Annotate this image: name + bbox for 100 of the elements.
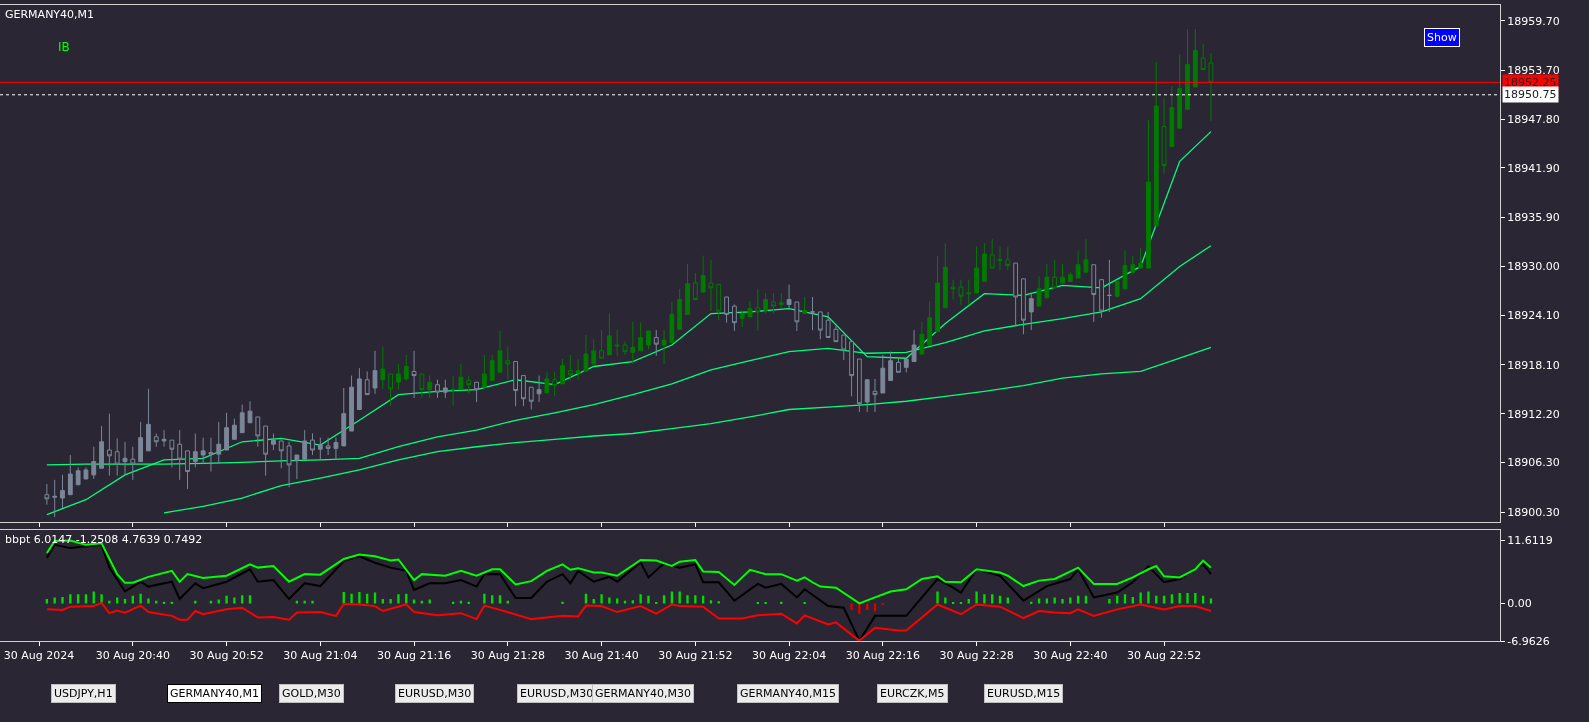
y-tick-label: 18941.90 bbox=[1507, 161, 1560, 175]
candlestick bbox=[724, 296, 729, 324]
candlestick bbox=[450, 375, 456, 406]
candlestick bbox=[521, 375, 526, 407]
bar bbox=[975, 591, 978, 604]
annotation: IB bbox=[58, 40, 70, 54]
y-tick-label: 18918.10 bbox=[1507, 358, 1560, 372]
candlestick bbox=[286, 441, 292, 488]
candlestick bbox=[138, 421, 144, 463]
candlestick bbox=[536, 375, 542, 403]
candlestick bbox=[91, 446, 97, 480]
candlestick bbox=[614, 329, 620, 357]
candlestick bbox=[739, 309, 745, 328]
candlestick bbox=[942, 242, 948, 309]
candlestick bbox=[864, 379, 870, 413]
candlestick bbox=[1021, 278, 1026, 335]
candlestick bbox=[216, 421, 222, 464]
candlestick bbox=[1106, 259, 1112, 313]
candlestick bbox=[130, 446, 136, 481]
candlestick bbox=[560, 358, 565, 385]
candlestick bbox=[810, 296, 815, 331]
candlestick bbox=[802, 296, 808, 315]
candlestick bbox=[544, 371, 550, 394]
bar bbox=[483, 593, 486, 604]
text: EURUSD,M30 bbox=[398, 687, 472, 700]
candlestick bbox=[661, 329, 667, 365]
line-series bbox=[45, 543, 1212, 642]
candlestick bbox=[731, 303, 737, 332]
candlestick bbox=[935, 255, 940, 333]
text: GERMANY40,M30 bbox=[595, 687, 692, 700]
candlestick bbox=[474, 381, 479, 403]
candlestick bbox=[1005, 246, 1011, 271]
candlestick bbox=[786, 284, 792, 310]
x-tick-label: 30 Aug 21:52 bbox=[658, 649, 733, 663]
bar bbox=[764, 601, 767, 604]
candlestick bbox=[528, 386, 534, 411]
candlestick bbox=[192, 433, 198, 468]
x-tick-label: 30 Aug 21:16 bbox=[376, 649, 452, 663]
candlestick bbox=[271, 433, 276, 451]
candlestick bbox=[1153, 61, 1159, 227]
candlestick bbox=[52, 479, 58, 518]
candlestick bbox=[950, 279, 956, 301]
candlestick bbox=[122, 441, 128, 476]
candlestick bbox=[599, 329, 604, 359]
candlestick bbox=[1013, 262, 1019, 327]
bar bbox=[850, 603, 853, 610]
candlestick bbox=[161, 429, 167, 448]
candlestick bbox=[685, 263, 690, 315]
line-series bbox=[163, 346, 1212, 514]
candlestick bbox=[669, 301, 675, 344]
candlestick bbox=[630, 321, 636, 365]
candlestick bbox=[325, 437, 331, 456]
chart-title: GERMANY40,M1 bbox=[5, 8, 95, 21]
candlestick bbox=[966, 279, 972, 306]
candlestick bbox=[677, 288, 683, 330]
bar bbox=[873, 603, 877, 612]
bar bbox=[108, 600, 111, 604]
x-tick-label: 30 Aug 22:28 bbox=[939, 649, 1014, 663]
candlestick bbox=[1099, 279, 1104, 319]
y-tick-label: 18935.90 bbox=[1507, 211, 1560, 225]
candlestick bbox=[169, 439, 175, 468]
candlestick bbox=[403, 354, 409, 382]
candlestick bbox=[513, 361, 519, 407]
candlestick bbox=[388, 373, 394, 407]
candlestick bbox=[427, 375, 433, 399]
candlestick bbox=[380, 346, 386, 390]
candlestick bbox=[481, 354, 487, 388]
candlestick bbox=[896, 358, 901, 373]
bar bbox=[639, 594, 642, 604]
text: GERMANY40,M15 bbox=[740, 687, 837, 700]
candlestick bbox=[114, 437, 120, 477]
x-tick-label: 30 Aug 21:28 bbox=[470, 649, 545, 663]
candlestick bbox=[1122, 250, 1128, 290]
candlestick bbox=[849, 341, 854, 397]
bar bbox=[350, 593, 353, 604]
bar bbox=[608, 597, 611, 604]
ref-line-label: 18950.75 bbox=[1504, 88, 1557, 101]
bar bbox=[983, 594, 986, 604]
candlestick bbox=[856, 358, 862, 413]
candlestick bbox=[841, 334, 847, 361]
text: GERMANY40,M1 bbox=[170, 687, 260, 700]
candlestick bbox=[1169, 85, 1175, 147]
bar bbox=[1108, 599, 1111, 604]
bar bbox=[358, 592, 361, 604]
candlestick bbox=[1177, 53, 1183, 129]
candlestick bbox=[1036, 275, 1042, 307]
candlestick bbox=[106, 413, 112, 477]
candlestick bbox=[763, 292, 769, 315]
candlestick bbox=[200, 437, 206, 465]
candlestick bbox=[1075, 250, 1081, 279]
candlestick bbox=[60, 474, 65, 509]
candlestick bbox=[1052, 259, 1058, 289]
candlestick bbox=[83, 466, 89, 480]
candlestick bbox=[646, 330, 651, 350]
candlestick bbox=[349, 375, 354, 432]
bar bbox=[139, 593, 142, 604]
candlestick bbox=[310, 433, 315, 456]
candlestick bbox=[224, 412, 229, 451]
candlestick bbox=[489, 354, 495, 382]
candlestick bbox=[974, 246, 979, 294]
